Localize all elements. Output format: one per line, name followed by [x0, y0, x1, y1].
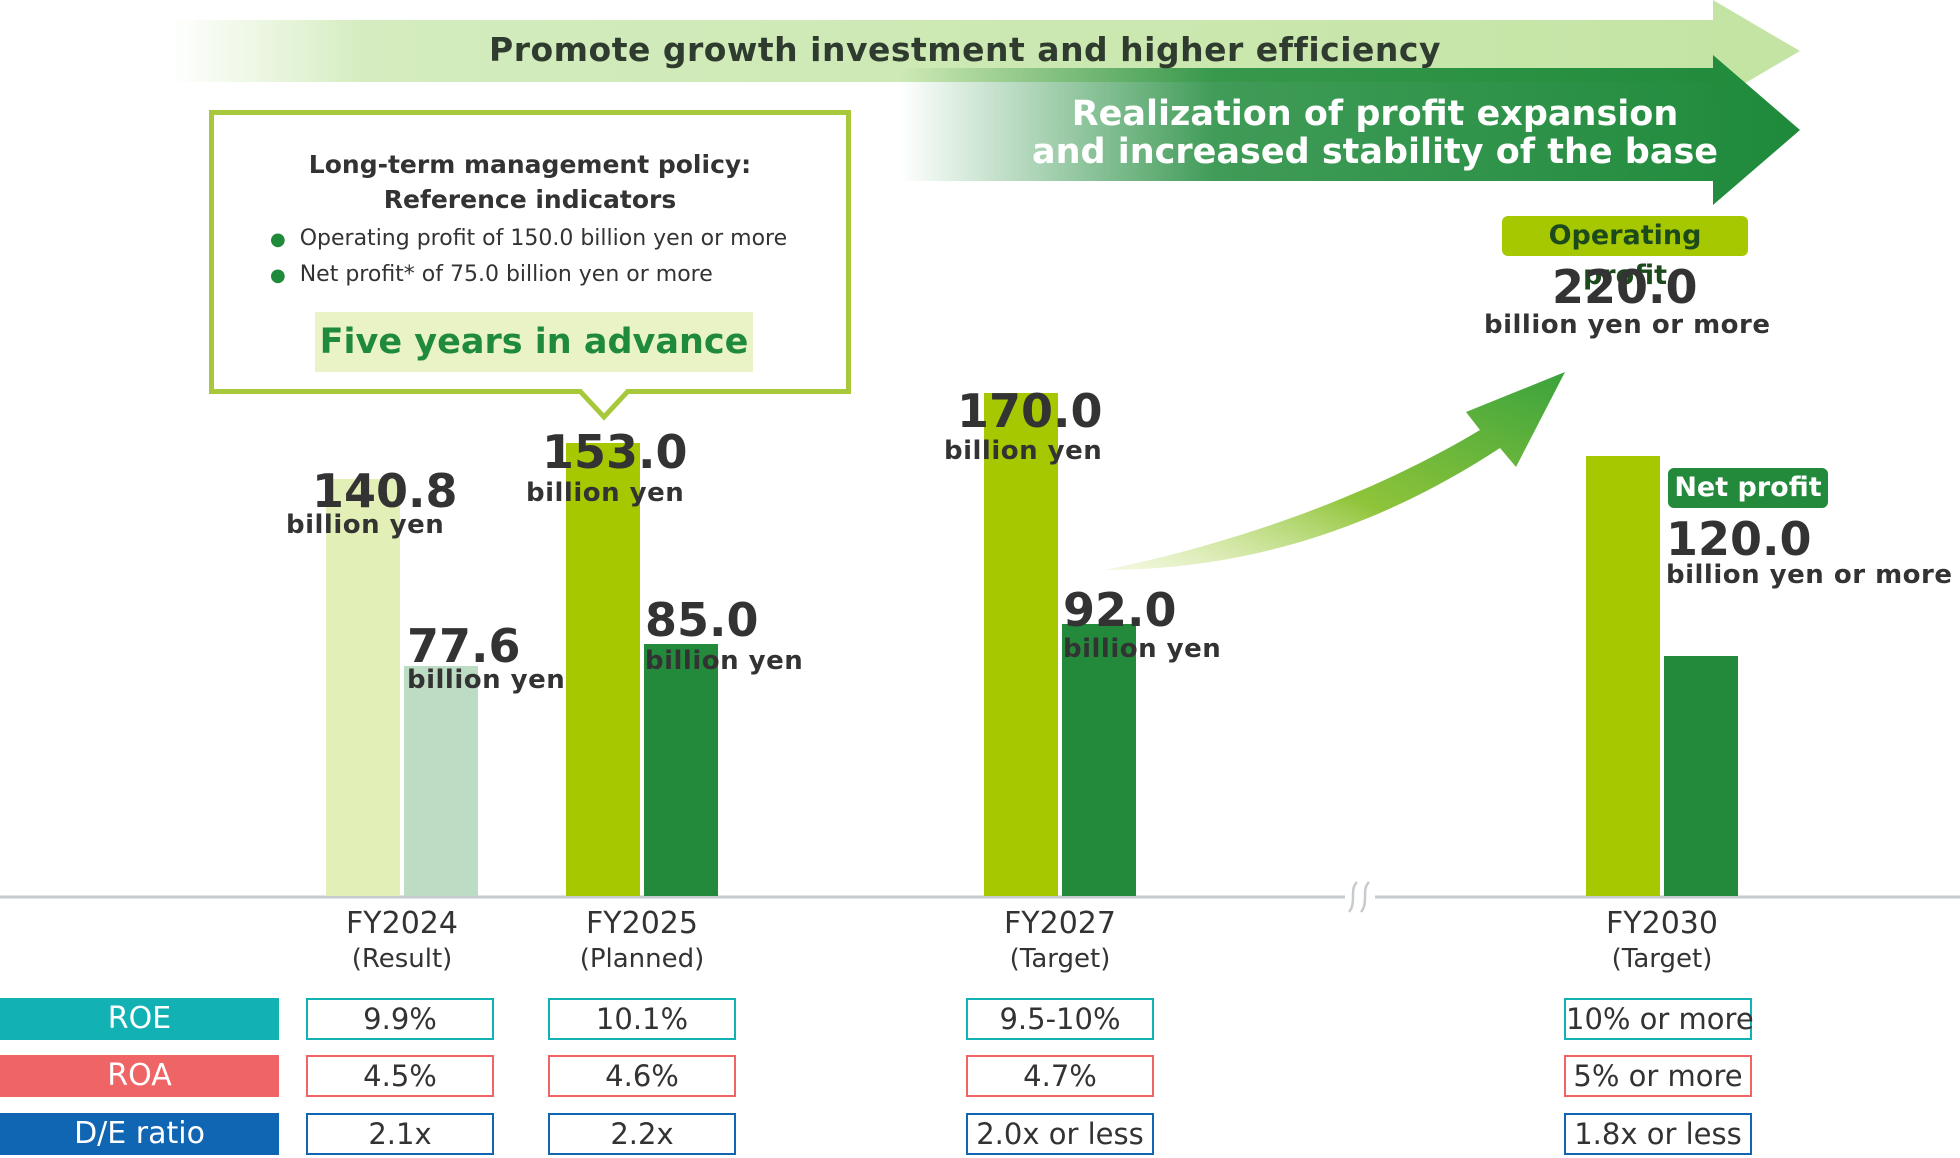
net-series-tag: Net profit	[1668, 468, 1828, 508]
roe-value: 9.9%	[306, 998, 494, 1040]
banner-top-text: Promote growth investment and higher eff…	[489, 30, 1441, 69]
net-unit-label: billion yen	[407, 665, 566, 695]
category-note: (Target)	[1009, 944, 1111, 974]
banner-second-line1: Realization of profit expansion	[1071, 94, 1679, 134]
roa-value: 5% or more	[1564, 1055, 1752, 1097]
net-value-label: 120.0	[1666, 512, 1812, 566]
op-unit-label: billion yen	[286, 510, 445, 540]
banner-second-text: Realization of profit expansion and incr…	[1010, 95, 1740, 171]
op-bar-fy2030	[1586, 456, 1660, 896]
growth-curve-arrow	[1105, 372, 1565, 570]
net-value-label: 77.6	[407, 619, 521, 673]
op-bar-fy2025	[566, 443, 640, 896]
net-unit-label: billion yen	[1063, 634, 1222, 664]
op-unit-label: billion yen or more	[1484, 310, 1771, 340]
roa-value: 4.6%	[548, 1055, 736, 1097]
op-bar-fy2027	[984, 393, 1058, 896]
five-years-highlight: Five years in advance	[315, 312, 753, 372]
roe-value: 10% or more	[1564, 998, 1754, 1040]
callout-pointer	[578, 389, 630, 421]
op-unit-label: billion yen	[526, 478, 685, 508]
net-unit-label: billion yen	[645, 646, 804, 676]
category-note: (Target)	[1611, 944, 1713, 974]
op-unit-label: billion yen	[944, 436, 1103, 466]
category-label: FY2030	[1606, 906, 1718, 941]
category-label: FY2024	[346, 906, 458, 941]
net-unit-label: billion yen or more	[1666, 560, 1953, 590]
op-value-label: 140.8	[312, 464, 458, 518]
axis-break-icon	[1345, 880, 1375, 914]
de-ratio-label: D/E ratio	[0, 1113, 279, 1155]
op-value-label: 153.0	[542, 425, 688, 479]
callout-bullet-text: Operating profit of 150.0 billion yen or…	[299, 226, 788, 251]
category-label: FY2027	[1004, 906, 1116, 941]
net-bar-fy2024	[404, 666, 478, 896]
category-label: FY2025	[586, 906, 698, 941]
net-bar-fy2025	[644, 644, 718, 896]
bullet-dot-icon: ●	[270, 265, 286, 286]
roa-value: 4.7%	[966, 1055, 1154, 1097]
op-series-tag: Operating profit	[1502, 216, 1748, 291]
de-ratio-value: 2.1x	[306, 1113, 494, 1155]
category-note: (Result)	[351, 944, 453, 974]
category-note: (Planned)	[579, 944, 705, 974]
banner-second-line2: and increased stability of the base	[1031, 132, 1719, 172]
bullet-dot-icon: ●	[270, 229, 286, 250]
net-value-label: 85.0	[645, 593, 759, 647]
net-bar-fy2030	[1664, 656, 1738, 896]
de-ratio-value: 2.2x	[548, 1113, 736, 1155]
roa-label: ROA	[0, 1055, 279, 1097]
callout-bullet-text: Net profit* of 75.0 billion yen or more	[299, 262, 713, 287]
roa-value: 4.5%	[306, 1055, 494, 1097]
reference-callout: Long-term management policy: Reference i…	[209, 110, 851, 394]
callout-title-line1: Long-term management policy:	[308, 150, 752, 179]
roe-value: 9.5-10%	[966, 998, 1154, 1040]
roe-value: 10.1%	[548, 998, 736, 1040]
net-value-label: 92.0	[1063, 583, 1177, 637]
callout-bullet: ● Operating profit of 150.0 billion yen o…	[270, 226, 787, 251]
banner-second-arrow	[900, 55, 1800, 205]
op-bar-fy2024	[326, 479, 400, 896]
de-ratio-value: 2.0x or less	[966, 1113, 1154, 1155]
op-value-label: 220.0	[1552, 260, 1698, 314]
callout-title-line2: Reference indicators	[383, 185, 677, 214]
op-value-label: 170.0	[957, 384, 1103, 438]
net-bar-fy2027	[1062, 624, 1136, 896]
de-ratio-value: 1.8x or less	[1564, 1113, 1752, 1155]
roe-label: ROE	[0, 998, 279, 1040]
callout-bullet: ● Net profit* of 75.0 billion yen or more	[270, 262, 713, 287]
